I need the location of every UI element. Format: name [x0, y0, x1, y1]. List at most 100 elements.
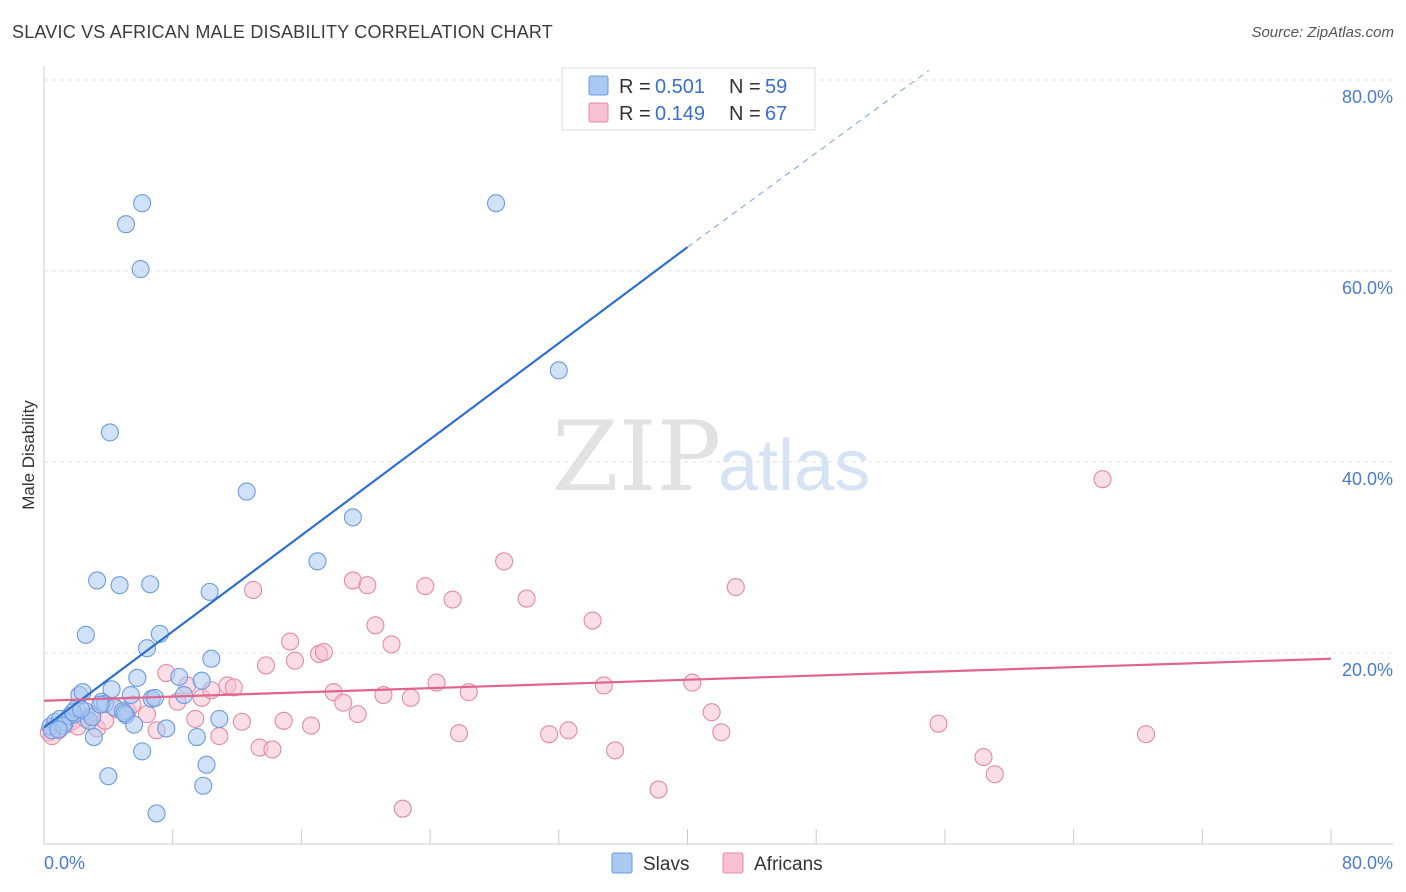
point-slavs: [202, 649, 221, 668]
point-africans: [358, 576, 377, 595]
point-africans: [606, 741, 625, 760]
x-tick-label-min: 0.0%: [44, 853, 85, 873]
point-africans: [285, 651, 305, 670]
bottom-legend-label-slavs: Slavs: [643, 854, 689, 875]
point-africans: [985, 765, 1004, 784]
legend: R = 0.501 N = 59 R = 0.149 N = 67: [561, 67, 816, 131]
point-africans: [224, 678, 243, 697]
point-slavs: [84, 727, 103, 747]
point-slavs: [128, 668, 147, 687]
point-africans: [263, 740, 282, 759]
legend-n-value-africans: 67: [765, 103, 787, 125]
point-slavs: [343, 508, 362, 527]
point-africans: [244, 580, 263, 600]
point-africans: [929, 714, 948, 733]
point-africans: [1136, 725, 1156, 744]
point-slavs: [157, 719, 176, 738]
trend-line-slavs: [43, 246, 689, 729]
point-slavs: [121, 685, 140, 705]
y-axis-label: Male Disability: [19, 400, 38, 510]
legend-r-value-slavs: 0.501: [655, 76, 705, 98]
point-africans: [702, 703, 721, 722]
axes: [43, 66, 1393, 845]
legend-n-value-slavs: 59: [765, 76, 787, 98]
point-africans: [210, 727, 229, 746]
point-slavs: [102, 680, 121, 699]
point-africans: [712, 723, 731, 742]
legend-n-label-slavs: N =: [729, 76, 761, 98]
point-africans: [594, 676, 613, 695]
point-slavs: [194, 776, 213, 795]
point-africans: [495, 552, 514, 571]
point-slavs: [133, 742, 152, 761]
point-slavs: [49, 720, 68, 739]
point-africans: [393, 799, 412, 818]
point-slavs: [549, 361, 568, 380]
point-slavs: [147, 804, 166, 823]
point-africans: [281, 632, 300, 651]
point-africans: [232, 712, 251, 731]
point-slavs: [308, 552, 327, 571]
point-slavs: [115, 704, 134, 723]
bottom-legend-swatch-africans: [722, 852, 744, 874]
point-slavs: [192, 671, 211, 690]
point-africans: [1093, 470, 1112, 489]
point-africans: [450, 724, 469, 743]
watermark-atlas: atlas: [718, 426, 870, 506]
point-africans: [443, 590, 462, 609]
bottom-legend-label-africans: Africans: [754, 854, 823, 875]
point-slavs: [170, 667, 189, 686]
trend-line-africans: [43, 657, 1332, 702]
point-africans: [186, 709, 205, 728]
legend-swatch-slavs: [588, 75, 609, 96]
legend-r-label-africans: R =: [619, 103, 651, 125]
y-tick-label: 20.0%: [1342, 660, 1393, 680]
point-slavs: [197, 755, 216, 774]
trend-line-slavs-extension: [687, 69, 930, 248]
point-africans: [649, 780, 668, 799]
point-slavs: [133, 194, 152, 213]
point-africans: [683, 673, 702, 692]
point-africans: [366, 616, 385, 635]
point-africans: [517, 589, 536, 608]
point-slavs: [487, 194, 506, 213]
legend-r-label-slavs: R =: [619, 76, 651, 98]
point-africans: [401, 688, 420, 707]
x-tick-label-max: 80.0%: [1342, 853, 1393, 873]
y-tick-label: 40.0%: [1342, 469, 1393, 489]
bottom-legend-swatch-slavs: [611, 852, 633, 874]
point-slavs: [210, 709, 229, 728]
point-slavs: [141, 575, 160, 594]
legend-r-value-africans: 0.149: [655, 103, 705, 125]
bottom-legend: Slavs Africans: [611, 852, 823, 875]
point-africans: [314, 642, 333, 662]
point-africans: [540, 725, 559, 744]
point-slavs: [76, 625, 95, 644]
point-africans: [256, 656, 276, 675]
point-africans: [726, 578, 745, 597]
point-africans: [302, 716, 321, 735]
source-credit: Source: ZipAtlas.com: [1251, 24, 1394, 41]
point-slavs: [91, 695, 110, 714]
chart-title: SLAVIC VS AFRICAN MALE DISABILITY CORREL…: [12, 22, 553, 42]
point-africans: [274, 711, 293, 730]
point-africans: [974, 748, 993, 767]
legend-n-label-africans: N =: [729, 103, 761, 125]
point-slavs: [187, 727, 206, 747]
point-africans: [348, 705, 367, 724]
watermark-zip: ZIP: [552, 401, 721, 513]
point-africans: [559, 721, 578, 740]
legend-swatch-africans: [588, 102, 609, 123]
point-slavs: [88, 571, 107, 590]
point-africans: [583, 611, 602, 630]
point-africans: [334, 693, 353, 712]
y-tick-labels: 20.0% 40.0% 60.0% 80.0%: [1342, 87, 1393, 680]
point-slavs: [110, 576, 129, 595]
point-slavs: [131, 260, 150, 279]
y-tick-label: 80.0%: [1342, 87, 1393, 107]
point-africans: [416, 577, 435, 596]
grid-lines: [44, 79, 1393, 654]
point-slavs: [237, 482, 256, 501]
point-africans: [382, 635, 401, 654]
